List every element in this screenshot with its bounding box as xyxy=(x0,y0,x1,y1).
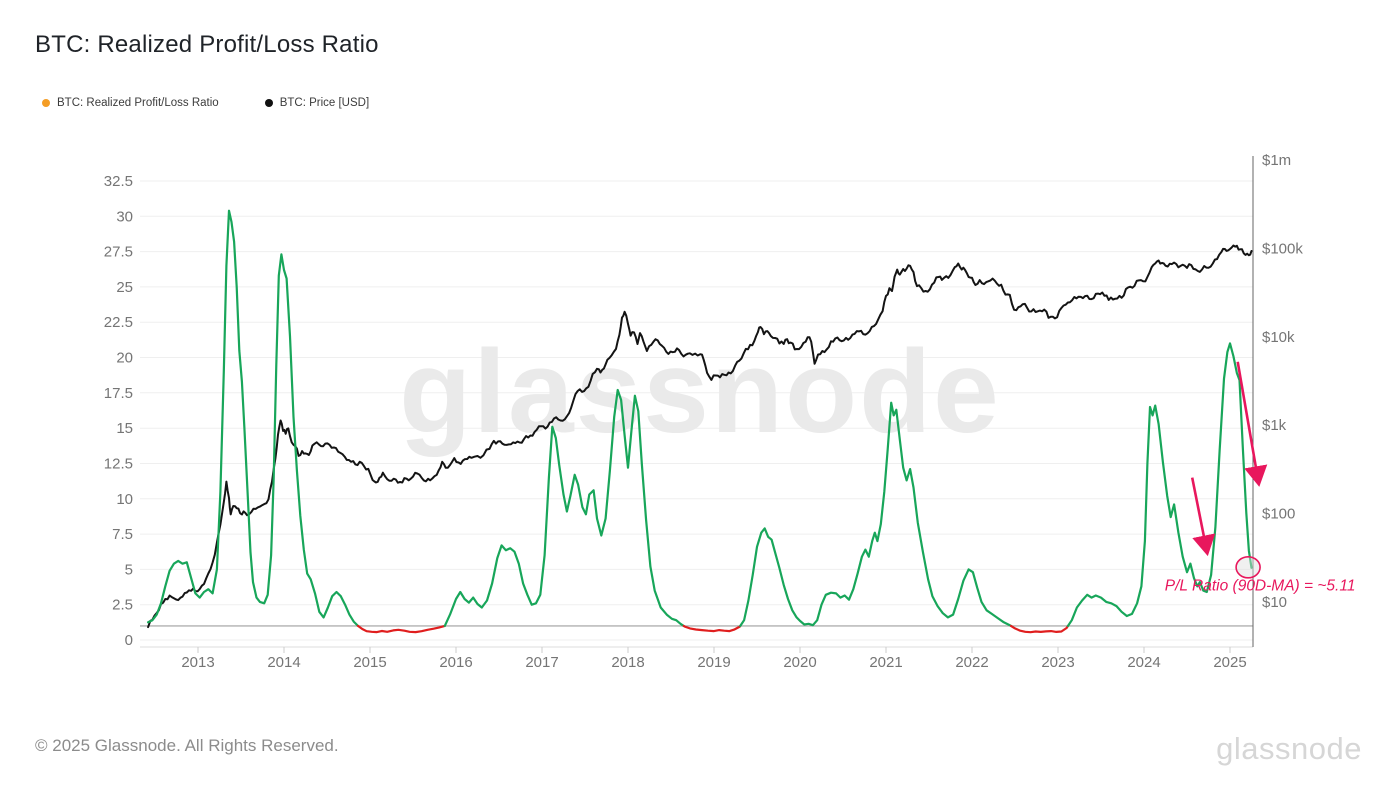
annotation-circle xyxy=(1235,555,1261,579)
svg-text:2021: 2021 xyxy=(869,654,902,671)
copyright-text: © 2025 Glassnode. All Rights Reserved. xyxy=(35,736,339,755)
svg-text:2016: 2016 xyxy=(439,654,472,671)
legend-item-price[interactable]: BTC: Price [USD] xyxy=(264,97,370,109)
right-axis-labels: $10 $100 $1k $10k $100k $1m xyxy=(1262,152,1303,611)
svg-text:15: 15 xyxy=(116,420,133,437)
svg-text:2024: 2024 xyxy=(1127,654,1160,671)
annotation: P/L Ratio (90D-MA) = ~5.11 xyxy=(1165,361,1356,595)
ratio-legend-dot-icon xyxy=(42,99,50,107)
svg-text:2015: 2015 xyxy=(353,654,386,671)
svg-text:2019: 2019 xyxy=(697,654,730,671)
svg-text:0: 0 xyxy=(125,632,133,649)
ratio-line xyxy=(147,209,1253,634)
svg-text:$10: $10 xyxy=(1262,594,1287,611)
svg-text:2.5: 2.5 xyxy=(112,597,133,614)
page-title: BTC: Realized Profit/Loss Ratio xyxy=(35,31,379,58)
svg-text:2013: 2013 xyxy=(181,654,214,671)
svg-text:2025: 2025 xyxy=(1213,654,1246,671)
svg-text:30: 30 xyxy=(116,208,133,225)
annotation-arrow xyxy=(1190,477,1216,557)
svg-text:17.5: 17.5 xyxy=(104,385,133,402)
svg-text:$100: $100 xyxy=(1262,506,1295,523)
legend-item-label: BTC: Realized Profit/Loss Ratio xyxy=(57,97,219,109)
svg-text:25: 25 xyxy=(116,279,133,296)
svg-text:2023: 2023 xyxy=(1041,654,1074,671)
annotation-text: P/L Ratio (90D-MA) = ~5.11 xyxy=(1165,578,1356,595)
svg-text:5: 5 xyxy=(125,561,133,578)
legend: BTC: Realized Profit/Loss Ratio BTC: Pri… xyxy=(42,97,369,109)
svg-text:20: 20 xyxy=(116,350,133,367)
gridlines xyxy=(140,180,1253,641)
watermark: glassnode xyxy=(399,326,1001,458)
svg-text:22.5: 22.5 xyxy=(104,314,133,331)
svg-text:12.5: 12.5 xyxy=(104,455,133,472)
price-legend-dot-icon xyxy=(264,99,273,107)
glassnode-logo: glassnode xyxy=(1216,731,1362,766)
svg-text:2014: 2014 xyxy=(267,654,300,671)
svg-text:$1m: $1m xyxy=(1262,152,1291,169)
legend-item-ratio[interactable]: BTC: Realized Profit/Loss Ratio xyxy=(42,97,219,109)
svg-text:$1k: $1k xyxy=(1262,417,1287,434)
svg-text:$10k: $10k xyxy=(1262,329,1295,346)
svg-text:2022: 2022 xyxy=(955,654,988,671)
svg-text:27.5: 27.5 xyxy=(104,244,133,261)
legend-item-label: BTC: Price [USD] xyxy=(279,97,370,109)
svg-text:32.5: 32.5 xyxy=(104,173,133,190)
x-axis: 2013 2014 2015 2016 2017 2018 2019 2020 2021 2022… xyxy=(140,646,1253,671)
chart-area[interactable]: glassnode 2013 2014 2015 2016 2017 2018 2019 202… xyxy=(0,140,1400,687)
left-axis-labels: 0 2.5 5 7.5 10 12.5 15 17.5 20 22.5 25 27.5 30 32.5 xyxy=(104,173,133,649)
svg-text:2018: 2018 xyxy=(611,654,644,671)
svg-text:7.5: 7.5 xyxy=(112,526,133,543)
svg-text:2017: 2017 xyxy=(525,654,558,671)
svg-text:$100k: $100k xyxy=(1262,240,1303,257)
price-line xyxy=(147,244,1253,629)
svg-text:2020: 2020 xyxy=(783,654,816,671)
annotation-arrow xyxy=(1236,361,1268,487)
svg-text:10: 10 xyxy=(116,491,133,508)
